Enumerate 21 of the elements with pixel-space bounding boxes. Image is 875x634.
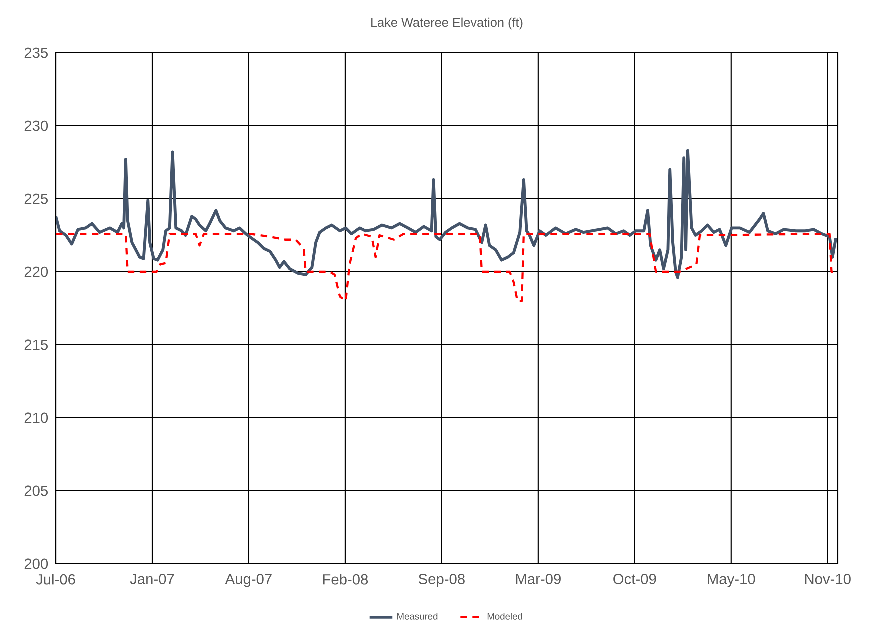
chart-title: Lake Wateree Elevation (ft): [372, 18, 523, 30]
x-tick-label: Oct-09: [614, 574, 656, 584]
y-tick-label: 205: [24, 486, 48, 496]
line-series: [56, 149, 838, 280]
x-tick-label: May-10: [708, 574, 756, 588]
x-tick-label: Sep-08: [418, 574, 465, 588]
y-tick-label: 230: [24, 120, 48, 132]
y-tick-label: 225: [24, 194, 48, 204]
y-tick-label: 215: [24, 340, 48, 350]
x-tick-label: Mar-09: [516, 574, 561, 584]
x-tick-label: Jan-07: [130, 574, 174, 584]
x-tick-label: Jul-06: [36, 574, 76, 585]
y-tick-label: 235: [24, 48, 48, 58]
legend-label: Modeled: [488, 613, 522, 620]
x-tick-label: Feb-08: [323, 574, 368, 585]
y-tick-label: 210: [24, 412, 48, 424]
y-tick-label: 220: [24, 266, 48, 278]
y-tick-label: 200: [24, 558, 48, 570]
x-tick-label: Aug-07: [225, 574, 272, 588]
x-tick-label: Nov-10: [805, 574, 851, 584]
legend-label: Measured: [398, 613, 438, 620]
